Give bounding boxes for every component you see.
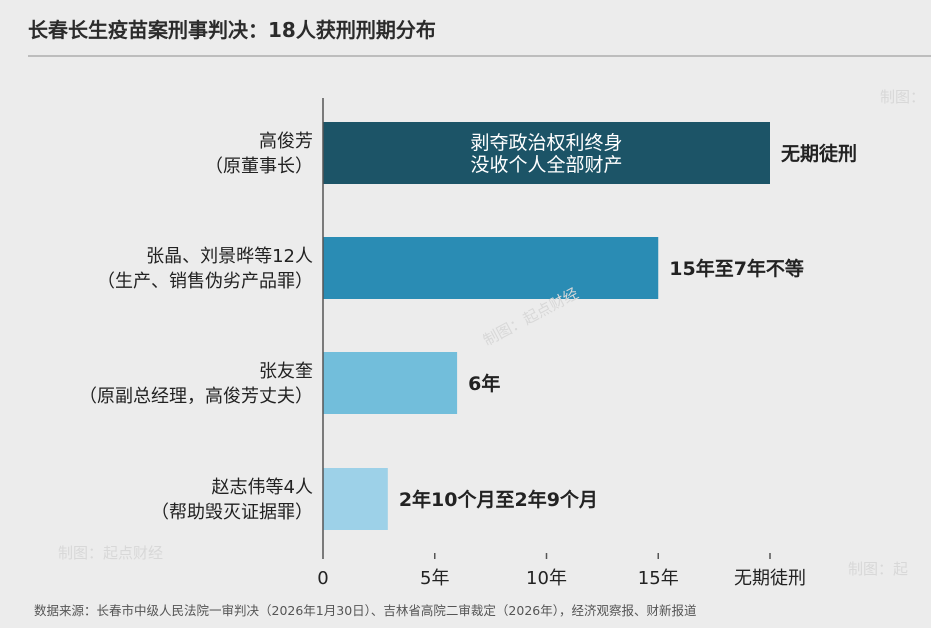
bar bbox=[323, 237, 659, 299]
bar bbox=[323, 468, 388, 530]
category-sublabel: （原副总经理，高俊芳丈夫） bbox=[79, 386, 313, 407]
bar bbox=[323, 352, 458, 414]
x-tick-label: 10年 bbox=[526, 568, 567, 589]
data-label: 2年10个月至2年9个月 bbox=[399, 488, 598, 511]
data-label: 6年 bbox=[468, 372, 500, 395]
data-source-note: 数据来源：长春市中级人民法院一审判决（2026年1月30日）、吉林省高院二审裁定… bbox=[34, 603, 697, 618]
x-tick-label: 15年 bbox=[638, 568, 679, 589]
category-sublabel: （生产、销售伪劣产品罪） bbox=[97, 271, 313, 292]
category-label: 张晶、刘景晔等12人 bbox=[146, 246, 313, 267]
x-tick-label: 5年 bbox=[420, 568, 449, 589]
category-label: 高俊芳 bbox=[259, 131, 313, 152]
data-label: 无期徒刑 bbox=[781, 142, 857, 165]
category-sublabel: （帮助毁灭证据罪） bbox=[151, 502, 313, 523]
bar-inner-label: 剥夺政治权利终身 bbox=[470, 132, 622, 154]
chart-title: 长春长生疫苗案刑事判决：18人获刑刑期分布 bbox=[28, 18, 436, 42]
bar bbox=[323, 122, 770, 184]
category-sublabel: （原董事长） bbox=[205, 156, 313, 177]
category-label: 赵志伟等4人 bbox=[212, 477, 313, 498]
title-divider bbox=[28, 55, 931, 57]
bar-inner-label: 没收个人全部财产 bbox=[470, 154, 622, 176]
bars-layer bbox=[323, 122, 770, 530]
x-axis-ticks: 0 5年 10年 15年 无期徒刑 bbox=[317, 553, 806, 589]
category-label: 张友奎 bbox=[259, 361, 313, 382]
data-label: 15年至7年不等 bbox=[669, 257, 804, 280]
x-tick-label: 0 bbox=[317, 568, 328, 589]
x-tick-label: 无期徒刑 bbox=[734, 568, 806, 589]
